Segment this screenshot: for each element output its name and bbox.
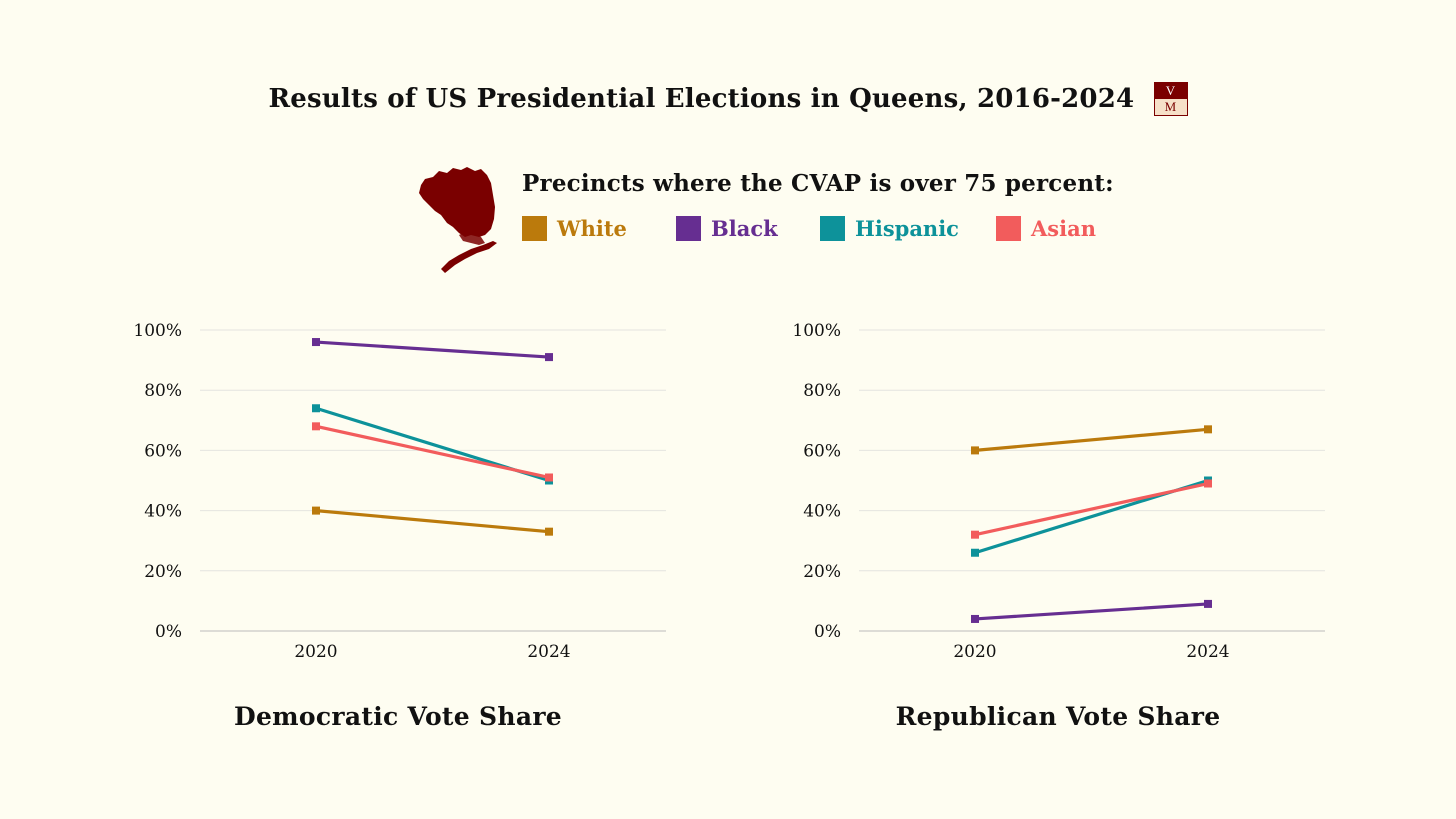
republican-panel-title: Republican Vote Share (895, 702, 1221, 731)
republican-series-line-asian (973, 481, 1210, 537)
democratic-point-black-2020 (312, 338, 320, 347)
democratic-series-line-asian (314, 424, 551, 480)
legend-swatch-white (522, 216, 547, 241)
chart-title-text: Results of US Presidential Elections in … (268, 84, 1135, 114)
republican-y-tick-label: 40% (803, 502, 841, 522)
republican-y-tick-label: 100% (792, 321, 841, 341)
vm-logo-bottom: M (1154, 99, 1187, 115)
democratic-point-asian-2020 (312, 422, 320, 431)
republican-point-white-2020 (971, 446, 979, 455)
republican-point-black-2024 (1204, 599, 1212, 608)
republican-y-tick-label: 60% (803, 441, 841, 461)
republican-y-tick-label: 0% (814, 622, 841, 642)
legend-heading: Precincts where the CVAP is over 75 perc… (522, 170, 1114, 197)
legend-label-white: White (557, 216, 627, 241)
jamaica-bay-shape (459, 231, 485, 245)
democratic-y-tick-label: 60% (144, 441, 182, 461)
legend-item-hispanic: Hispanic (820, 216, 959, 241)
legend-item-black: Black (676, 216, 778, 241)
democratic-point-white-2020 (312, 506, 320, 515)
legend-swatch-black (676, 216, 701, 241)
queens-map-shape (419, 167, 495, 237)
democratic-y-tick-label: 20% (144, 562, 182, 582)
republican-point-hispanic-2020 (971, 548, 979, 557)
democratic-panel-title: Democratic Vote Share (233, 702, 563, 731)
republican-y-tick-label: 80% (803, 381, 841, 401)
republican-point-asian-2024 (1204, 479, 1212, 488)
chart-title: Results of US Presidential Elections in … (0, 82, 1456, 116)
republican-y-tick-label: 20% (803, 562, 841, 582)
democratic-series-line-white (314, 509, 551, 534)
democratic-x-tick-label: 2020 (294, 642, 337, 662)
democratic-x-tick-label: 2024 (527, 642, 570, 662)
legend-label-black: Black (711, 216, 778, 241)
republican-x-tick-label: 2024 (1186, 642, 1229, 662)
republican-chart: 0% 20% 40% 60% 80% 100% 2020 2024 (769, 310, 1389, 670)
republican-point-black-2020 (971, 614, 979, 623)
vm-logo-top: V (1154, 83, 1187, 99)
legend-item-white: White (522, 216, 627, 241)
legend-swatch-asian (996, 216, 1021, 241)
republican-point-white-2024 (1204, 425, 1212, 434)
democratic-chart: 0% 20% 40% 60% 80% 100% 2020 2024 (110, 310, 730, 670)
democratic-point-white-2024 (545, 527, 553, 536)
legend-item-asian: Asian (996, 216, 1096, 241)
democratic-y-tick-label: 100% (133, 321, 182, 341)
democratic-series-line-black (314, 340, 551, 359)
democratic-point-hispanic-2020 (312, 404, 320, 413)
rockaway-shape (441, 241, 497, 273)
democratic-chart-svg: 0% 20% 40% 60% 80% 100% 2020 2024 (133, 321, 666, 662)
legend-label-asian: Asian (1031, 216, 1096, 241)
legend-swatch-hispanic (820, 216, 845, 241)
democratic-point-black-2024 (545, 353, 553, 362)
legend-label-hispanic: Hispanic (855, 216, 959, 241)
democratic-y-tick-label: 80% (144, 381, 182, 401)
republican-point-asian-2020 (971, 530, 979, 539)
queens-map-icon (419, 167, 497, 273)
vm-logo: V M (1153, 82, 1188, 116)
republican-series-line-white (973, 427, 1210, 452)
democratic-y-tick-label: 0% (155, 622, 182, 642)
republican-x-tick-label: 2020 (953, 642, 996, 662)
democratic-point-asian-2024 (545, 473, 553, 482)
democratic-y-tick-label: 40% (144, 502, 182, 522)
republican-chart-svg: 0% 20% 40% 60% 80% 100% 2020 2024 (792, 321, 1325, 662)
republican-series-line-black (973, 602, 1210, 621)
